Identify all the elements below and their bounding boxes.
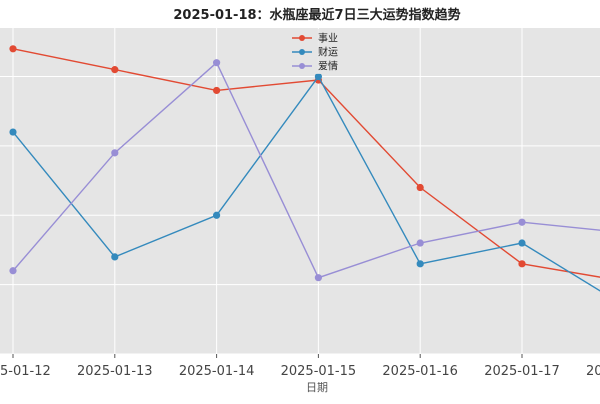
data-point [416, 260, 424, 268]
legend-swatch-marker [299, 63, 305, 69]
data-point [518, 260, 526, 268]
legend-swatch-marker [299, 49, 305, 55]
legend-label: 财运 [318, 46, 338, 59]
x-tick-label: 2025-01-14 [179, 364, 255, 379]
data-point [9, 267, 17, 275]
x-tick-label: 2025-01-15 [281, 364, 357, 379]
data-point [416, 239, 424, 247]
series-layer [9, 45, 600, 292]
data-point [518, 218, 526, 226]
data-point [213, 86, 221, 95]
data-point [314, 274, 322, 282]
x-tick-label: 2025-01-13 [77, 364, 153, 379]
chart-title: 2025-01-18：水瓶座最近7日三大运势指数趋势 [173, 7, 460, 23]
x-axis-label: 日期 [306, 381, 328, 394]
x-tick-label: 2025-01-18 [586, 364, 600, 379]
data-point [314, 72, 322, 81]
legend-label: 爱情 [318, 60, 338, 73]
x-axis-ticks: 2025-01-12 2025-01-13 2025-01-14 2025-01-15… [0, 354, 600, 379]
data-point [213, 59, 221, 67]
x-tick-label: 2025-01-17 [484, 364, 560, 379]
legend-swatch-marker [299, 35, 305, 41]
data-point [9, 45, 17, 53]
x-tick-label: 2025-01-12 [0, 364, 51, 379]
data-point [9, 128, 17, 136]
data-point [416, 183, 424, 192]
data-point [111, 66, 119, 74]
data-point [518, 239, 526, 247]
data-point [111, 149, 119, 157]
legend-label: 事业 [318, 32, 338, 45]
data-point [111, 253, 119, 261]
x-tick-label: 2025-01-16 [382, 364, 458, 379]
data-point [213, 211, 221, 219]
